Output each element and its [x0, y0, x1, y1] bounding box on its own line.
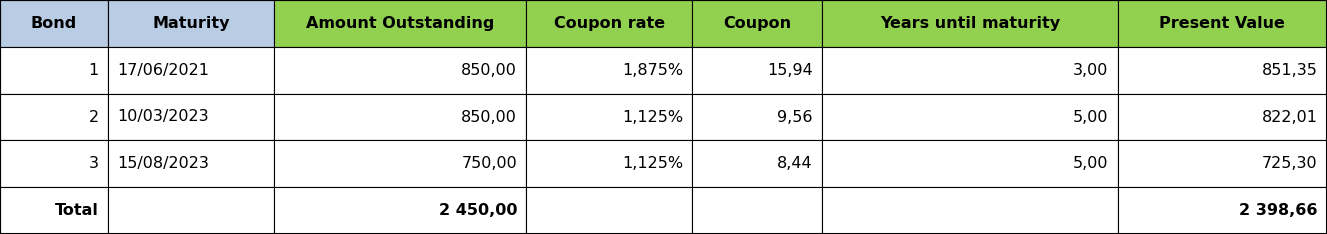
- Text: 851,35: 851,35: [1262, 63, 1318, 78]
- Bar: [527, 140, 693, 187]
- Bar: [527, 94, 693, 140]
- Bar: [693, 47, 823, 94]
- Text: Amount Outstanding: Amount Outstanding: [307, 16, 495, 31]
- Bar: [693, 0, 823, 47]
- Text: 2: 2: [89, 110, 100, 124]
- Text: 725,30: 725,30: [1262, 156, 1318, 171]
- Text: 750,00: 750,00: [462, 156, 518, 171]
- Text: 15/08/2023: 15/08/2023: [118, 156, 210, 171]
- Text: 5,00: 5,00: [1074, 110, 1108, 124]
- Bar: [693, 140, 823, 187]
- Bar: [109, 140, 275, 187]
- Text: 822,01: 822,01: [1262, 110, 1318, 124]
- Bar: [0, 0, 109, 47]
- Text: 850,00: 850,00: [462, 63, 518, 78]
- Text: 10/03/2023: 10/03/2023: [118, 110, 210, 124]
- Bar: [823, 0, 1117, 47]
- Text: 2 450,00: 2 450,00: [439, 203, 518, 218]
- Bar: [275, 94, 527, 140]
- Text: 1,125%: 1,125%: [622, 156, 683, 171]
- Text: 1,875%: 1,875%: [622, 63, 683, 78]
- Text: 15,94: 15,94: [767, 63, 813, 78]
- Text: 5,00: 5,00: [1074, 156, 1108, 171]
- Text: 3: 3: [89, 156, 100, 171]
- Bar: [1117, 187, 1327, 234]
- Text: Present Value: Present Value: [1160, 16, 1286, 31]
- Bar: [275, 140, 527, 187]
- Bar: [109, 47, 275, 94]
- Bar: [823, 94, 1117, 140]
- Text: 17/06/2021: 17/06/2021: [118, 63, 210, 78]
- Bar: [823, 140, 1117, 187]
- Bar: [109, 187, 275, 234]
- Text: 1,125%: 1,125%: [622, 110, 683, 124]
- Bar: [823, 187, 1117, 234]
- Text: Bond: Bond: [31, 16, 77, 31]
- Bar: [1117, 0, 1327, 47]
- Text: Coupon: Coupon: [723, 16, 791, 31]
- Text: 8,44: 8,44: [778, 156, 813, 171]
- Bar: [0, 94, 109, 140]
- Bar: [0, 140, 109, 187]
- Bar: [527, 0, 693, 47]
- Text: 850,00: 850,00: [462, 110, 518, 124]
- Text: Years until maturity: Years until maturity: [880, 16, 1060, 31]
- Bar: [275, 187, 527, 234]
- Bar: [1117, 94, 1327, 140]
- Bar: [1117, 47, 1327, 94]
- Bar: [693, 187, 823, 234]
- Text: Coupon rate: Coupon rate: [553, 16, 665, 31]
- Text: 3,00: 3,00: [1074, 63, 1108, 78]
- Text: 1: 1: [89, 63, 100, 78]
- Bar: [823, 47, 1117, 94]
- Bar: [527, 47, 693, 94]
- Bar: [275, 0, 527, 47]
- Text: Maturity: Maturity: [153, 16, 230, 31]
- Bar: [0, 47, 109, 94]
- Text: Total: Total: [54, 203, 100, 218]
- Text: 9,56: 9,56: [778, 110, 813, 124]
- Bar: [527, 187, 693, 234]
- Text: 2 398,66: 2 398,66: [1239, 203, 1318, 218]
- Bar: [275, 47, 527, 94]
- Bar: [693, 94, 823, 140]
- Bar: [1117, 140, 1327, 187]
- Bar: [109, 94, 275, 140]
- Bar: [109, 0, 275, 47]
- Bar: [0, 187, 109, 234]
